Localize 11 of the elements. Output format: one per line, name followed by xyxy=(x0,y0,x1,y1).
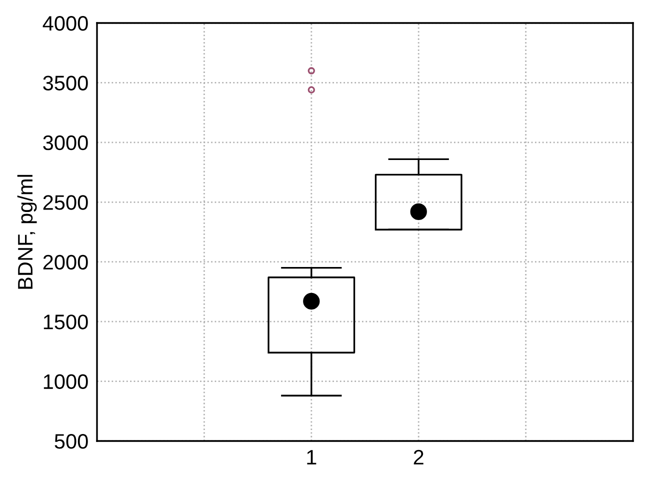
y-tick-label: 2000 xyxy=(43,254,88,270)
y-tick-label: 2500 xyxy=(43,195,88,210)
x-tick-label: 1 xyxy=(307,450,316,464)
y-tick-label: 1000 xyxy=(44,374,88,390)
y-tick-label: 3500 xyxy=(43,76,88,90)
y-tick-label: 500 xyxy=(54,434,88,449)
y-tick-label: 3000 xyxy=(43,135,88,150)
x-tick-label: 2 xyxy=(414,450,424,464)
y-tick-label: 4000 xyxy=(42,16,88,31)
y-tick-label: 1500 xyxy=(44,314,88,330)
y-axis-title: BDNF, pg/ml xyxy=(17,174,37,289)
